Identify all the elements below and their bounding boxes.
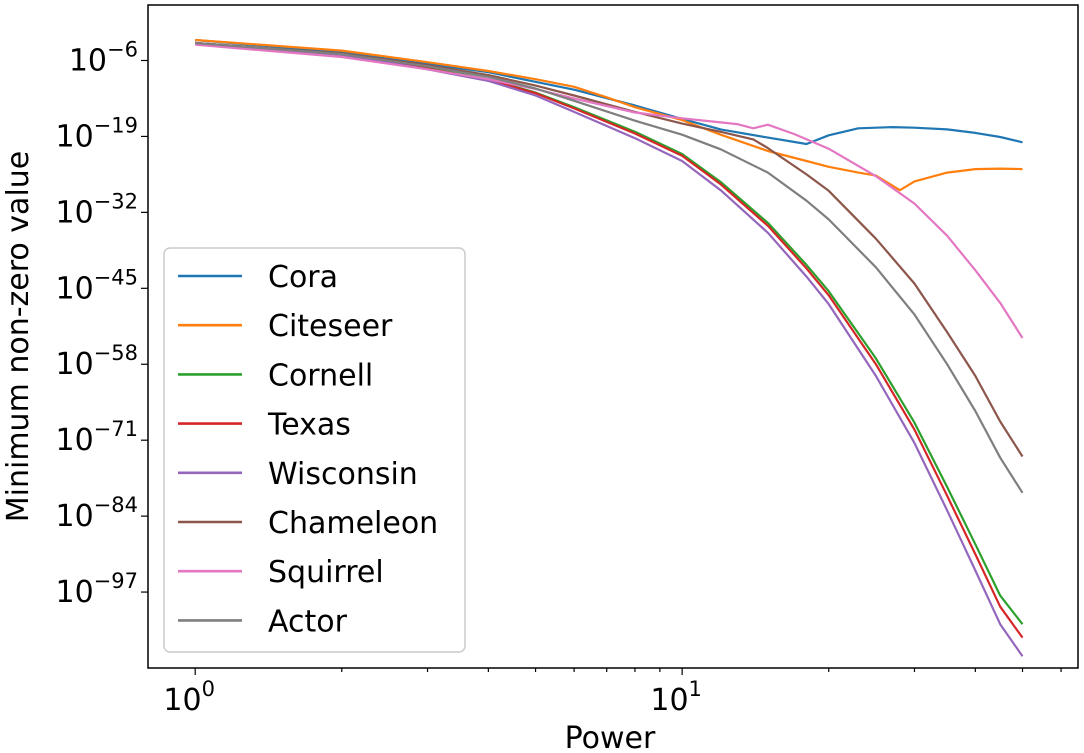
y-tick-label: 10−45: [55, 265, 138, 306]
series-layer: [195, 38, 1024, 657]
x-axis-title: Power: [565, 721, 656, 753]
y-tick-label: 10−58: [55, 341, 138, 382]
series-line-squirrel: [195, 43, 1024, 339]
legend-label-chameleon: Chameleon: [268, 506, 438, 541]
legend-box: [163, 247, 466, 653]
y-tick-label: 10−97: [55, 569, 138, 610]
series-line-citeseer: [195, 38, 1023, 192]
y-axis-ticks: 10−6 10−19 10−32 10−45 10−58 10−71 10−84 10−97: [55, 37, 148, 610]
legend-label-wisconsin: Wisconsin: [268, 457, 418, 492]
y-tick-label: 10−19: [55, 113, 138, 154]
series-line-cora: [195, 38, 1023, 146]
series-line-chameleon: [195, 41, 1024, 458]
series-line-wisconsin: [195, 41, 1024, 657]
legend-label-squirrel: Squirrel: [268, 555, 384, 590]
y-axis-title: Minimum non-zero value: [1, 151, 36, 522]
plot-frame: [147, 4, 1079, 669]
series-line-actor: [195, 41, 1024, 494]
legend-label-texas: Texas: [267, 408, 351, 443]
y-tick-label: 10−84: [55, 493, 138, 534]
y-tick-label: 10−71: [55, 417, 138, 458]
legend-label-cora: Cora: [268, 260, 338, 295]
x-tick-label: 100: [163, 677, 215, 718]
y-tick-label: 10−32: [55, 189, 138, 230]
legend: Cora Citeseer Cornell Texas Wisconsin Chamele…: [163, 247, 466, 653]
legend-label-cornell: Cornell: [268, 358, 373, 393]
x-tick-label: 101: [650, 677, 702, 718]
y-tick-label: 10−6: [69, 37, 138, 78]
legend-label-actor: Actor: [268, 604, 348, 639]
legend-label-citeseer: Citeseer: [268, 309, 393, 344]
x-axis-ticks: 100 101: [163, 668, 1062, 718]
